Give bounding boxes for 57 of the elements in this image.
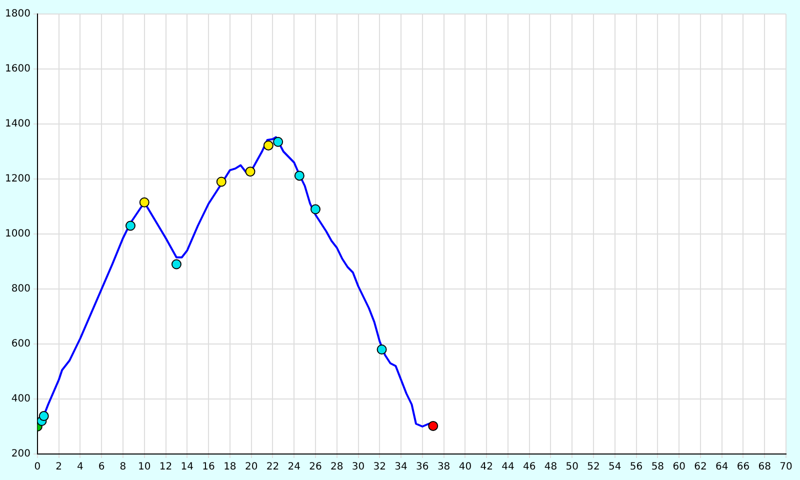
y-tick-label: 1800 bbox=[4, 8, 30, 20]
x-tick-label: 58 bbox=[651, 462, 664, 473]
x-tick-label: 56 bbox=[630, 462, 643, 473]
x-tick-label: 40 bbox=[458, 462, 472, 473]
y-tick-label: 600 bbox=[11, 338, 30, 350]
x-tick-label: 18 bbox=[224, 462, 236, 473]
x-tick-label: 16 bbox=[202, 462, 215, 473]
y-tick-label: 1400 bbox=[4, 118, 30, 130]
point bbox=[171, 259, 182, 270]
x-tick-label: 54 bbox=[608, 462, 622, 473]
x-tick-label: 6 bbox=[98, 462, 105, 473]
point bbox=[428, 420, 438, 431]
x-tick-label: 2 bbox=[56, 462, 62, 473]
x-tick-label: 32 bbox=[373, 462, 386, 473]
x-tick-label: 4 bbox=[77, 462, 84, 473]
x-tick-label: 0 bbox=[34, 462, 41, 473]
point bbox=[245, 166, 256, 177]
x-tick-label: 52 bbox=[587, 462, 600, 473]
y-tick-label: 1200 bbox=[4, 174, 30, 185]
point bbox=[125, 220, 136, 231]
x-tick-label: 64 bbox=[715, 462, 728, 473]
point bbox=[310, 204, 320, 214]
point bbox=[263, 140, 274, 150]
x-tick-label: 42 bbox=[480, 462, 493, 473]
point bbox=[38, 411, 49, 422]
point bbox=[273, 136, 284, 147]
y-tick-label: 400 bbox=[11, 394, 30, 405]
x-tick-label: 46 bbox=[522, 462, 536, 473]
x-tick-label: 24 bbox=[288, 462, 300, 473]
x-tick-label: 22 bbox=[266, 462, 280, 473]
x-tick-label: 26 bbox=[309, 462, 322, 473]
point bbox=[216, 176, 226, 187]
x-tick-label: 30 bbox=[352, 462, 365, 473]
x-tick-label: 62 bbox=[694, 462, 707, 473]
y-tick-label: 1000 bbox=[4, 228, 30, 240]
x-tick-label: 28 bbox=[330, 462, 344, 473]
x-tick-label: 36 bbox=[416, 462, 429, 473]
x-tick-label: 60 bbox=[672, 462, 686, 473]
point bbox=[376, 344, 387, 354]
x-tick-label: 38 bbox=[437, 462, 450, 473]
x-tick-label: 48 bbox=[544, 462, 558, 473]
point bbox=[139, 197, 150, 208]
x-tick-label: 50 bbox=[566, 462, 578, 473]
y-tick-label: 800 bbox=[11, 284, 30, 295]
x-tick-label: 68 bbox=[758, 462, 771, 473]
point bbox=[294, 170, 304, 181]
x-tick-label: 66 bbox=[736, 462, 750, 473]
x-tick-label: 12 bbox=[159, 462, 172, 473]
y-tick-label: 200 bbox=[11, 448, 30, 460]
x-tick-label: 20 bbox=[244, 462, 258, 473]
x-tick-label: 14 bbox=[180, 462, 194, 473]
x-tick-label: 34 bbox=[394, 462, 408, 473]
x-tick-label: 10 bbox=[138, 462, 151, 473]
x-tick-label: 70 bbox=[780, 462, 792, 473]
x-tick-label: 8 bbox=[120, 462, 126, 473]
x-tick-label: 44 bbox=[502, 462, 514, 473]
y-tick-label: 1600 bbox=[4, 64, 30, 75]
